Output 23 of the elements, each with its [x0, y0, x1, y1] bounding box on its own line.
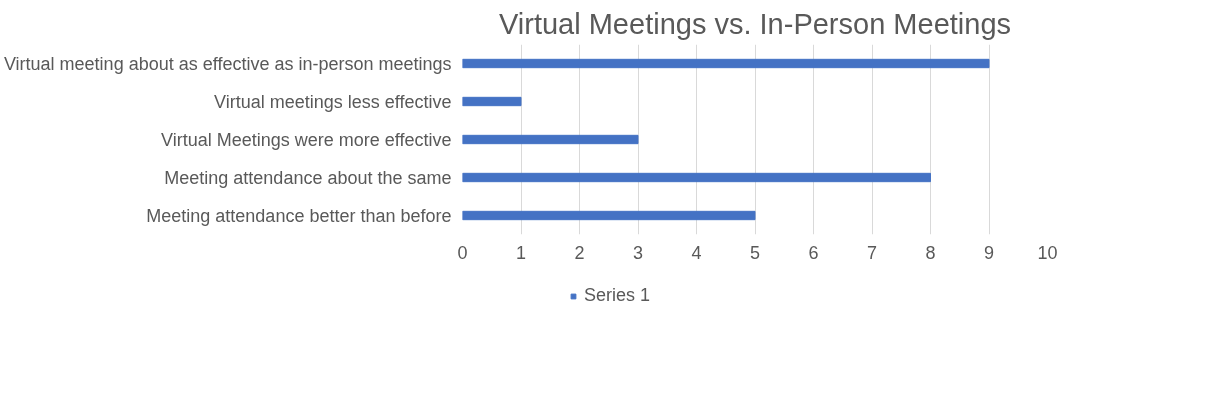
chart-title: Virtual Meetings vs. In-Person Meetings: [498, 7, 1012, 40]
bar: [462, 134, 639, 145]
x-tick-label: 10: [1037, 242, 1058, 263]
y-tick-label: Meeting attendance about the same: [164, 167, 452, 188]
legend-label: Series 1: [584, 285, 651, 306]
x-tick-label: 9: [983, 242, 995, 263]
x-tick-label: 7: [866, 242, 878, 263]
x-tick-label: 4: [691, 242, 702, 263]
y-tick-label: Virtual meetings less effective: [214, 91, 452, 112]
x-tick-label: 2: [574, 242, 585, 263]
y-tick-label: Virtual meeting about as effective as in-person meetings: [3, 53, 452, 74]
y-tick-label: Virtual Meetings were more effective: [161, 129, 452, 150]
bar: [462, 210, 756, 221]
bar: [462, 58, 990, 69]
bar: [462, 172, 931, 183]
x-tick-label: 6: [808, 242, 819, 263]
x-tick-label: 3: [632, 242, 644, 263]
x-tick-label: 5: [749, 242, 761, 263]
x-tick-label: 1: [515, 242, 527, 263]
bar: [462, 96, 522, 107]
x-tick-label: 0: [457, 242, 468, 263]
y-tick-label: Meeting attendance better than before: [146, 205, 452, 226]
x-tick-label: 8: [925, 242, 936, 263]
